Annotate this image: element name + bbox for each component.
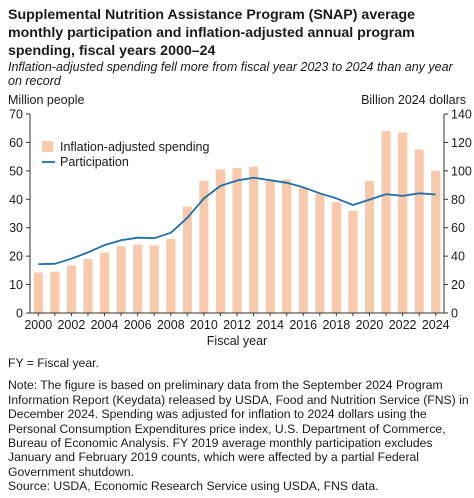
- y-tick-label-left: 20: [9, 250, 23, 264]
- bar-spending-2012: [232, 168, 242, 313]
- legend: Inflation-adjusted spending Participatio…: [42, 140, 209, 169]
- bar-spending-2000: [33, 272, 43, 313]
- y-tick-label-right: 60: [451, 221, 465, 235]
- bar-spending-2003: [83, 258, 93, 313]
- x-tick-label: 2006: [124, 318, 152, 332]
- bar-spending-2017: [315, 193, 325, 313]
- x-tick-label: 2018: [322, 318, 350, 332]
- y-axis-label-right: Billion 2024 dollars: [361, 93, 466, 107]
- axes-layer: 0 10 20 30 40 50 60 70 0 20 40 60 80 100 120 140 2000 200…: [9, 108, 472, 333]
- bar-spending-2011: [215, 169, 225, 313]
- x-tick-label: 2022: [389, 318, 417, 332]
- fy-note: FY = Fiscal year.: [8, 356, 99, 370]
- y-tick-label-right: 20: [451, 278, 465, 292]
- legend-label-participation: Participation: [60, 155, 129, 169]
- source-note: Source: USDA, Economic Research Service …: [8, 479, 379, 494]
- y-tick-label-left: 40: [9, 193, 23, 207]
- y-tick-label-left: 60: [9, 136, 23, 150]
- x-tick-label: 2000: [24, 318, 52, 332]
- y-tick-label-left: 30: [9, 221, 23, 235]
- bar-spending-2021: [381, 131, 391, 313]
- x-tick-label: 2014: [256, 318, 284, 332]
- x-tick-label: 2010: [190, 318, 218, 332]
- y-tick-label-left: 10: [9, 278, 23, 292]
- chart-subtitle: Inflation-adjusted spending fell more fr…: [8, 60, 453, 88]
- methodology-note: Note: The figure is based on preliminary…: [8, 378, 469, 479]
- y-tick-label-left: 50: [9, 164, 23, 178]
- bar-spending-2019: [348, 210, 358, 313]
- y-axis-label-left: Million people: [8, 93, 84, 107]
- legend-swatch-spending: [42, 141, 53, 152]
- chart-title: Supplemental Nutrition Assistance Progra…: [8, 7, 416, 59]
- bar-spending-2006: [133, 244, 143, 313]
- bar-spending-2001: [50, 271, 60, 313]
- y-tick-label-right: 140: [451, 108, 472, 122]
- bars-layer: [33, 131, 441, 313]
- x-tick-label: 2024: [422, 318, 450, 332]
- x-tick-label: 2008: [157, 318, 185, 332]
- bar-spending-2010: [199, 180, 209, 313]
- bar-spending-2022: [398, 132, 408, 313]
- x-axis-label: Fiscal year: [207, 334, 267, 348]
- y-tick-label-right: 0: [451, 307, 458, 321]
- legend-label-spending: Inflation-adjusted spending: [60, 140, 209, 154]
- x-tick-label: 2012: [223, 318, 251, 332]
- x-tick-label: 2020: [356, 318, 384, 332]
- bar-spending-2015: [282, 179, 292, 313]
- bar-spending-2016: [298, 187, 308, 313]
- x-tick-label: 2002: [57, 318, 85, 332]
- x-tick-label: 2016: [289, 318, 317, 332]
- notes-section: FY = Fiscal year. Note: The figure is ba…: [8, 356, 470, 494]
- y-tick-label-left: 70: [9, 108, 23, 122]
- y-tick-label-right: 120: [451, 136, 472, 150]
- participation-line: [38, 176, 436, 265]
- bar-spending-2024: [431, 170, 441, 313]
- y-tick-label-left: 0: [16, 307, 23, 321]
- bar-spending-2023: [414, 149, 424, 313]
- y-tick-label-right: 100: [451, 164, 472, 178]
- bar-spending-2007: [149, 245, 159, 313]
- chart: 0 10 20 30 40 50 60 70 0 20 40 60 80 100 120 140 2000 200…: [8, 93, 472, 348]
- line-layer: [38, 176, 436, 265]
- bar-spending-2013: [249, 166, 259, 313]
- bar-spending-2005: [116, 246, 126, 313]
- bar-spending-2018: [331, 202, 341, 313]
- bar-spending-2004: [99, 252, 110, 313]
- y-tick-label-right: 80: [451, 193, 465, 207]
- bar-spending-2008: [166, 239, 176, 313]
- bar-spending-2002: [66, 265, 76, 313]
- x-tick-label: 2004: [91, 318, 119, 332]
- bar-spending-2009: [182, 206, 192, 313]
- y-tick-label-right: 40: [451, 250, 465, 264]
- bar-spending-2014: [265, 180, 275, 313]
- bar-spending-2020: [364, 180, 375, 313]
